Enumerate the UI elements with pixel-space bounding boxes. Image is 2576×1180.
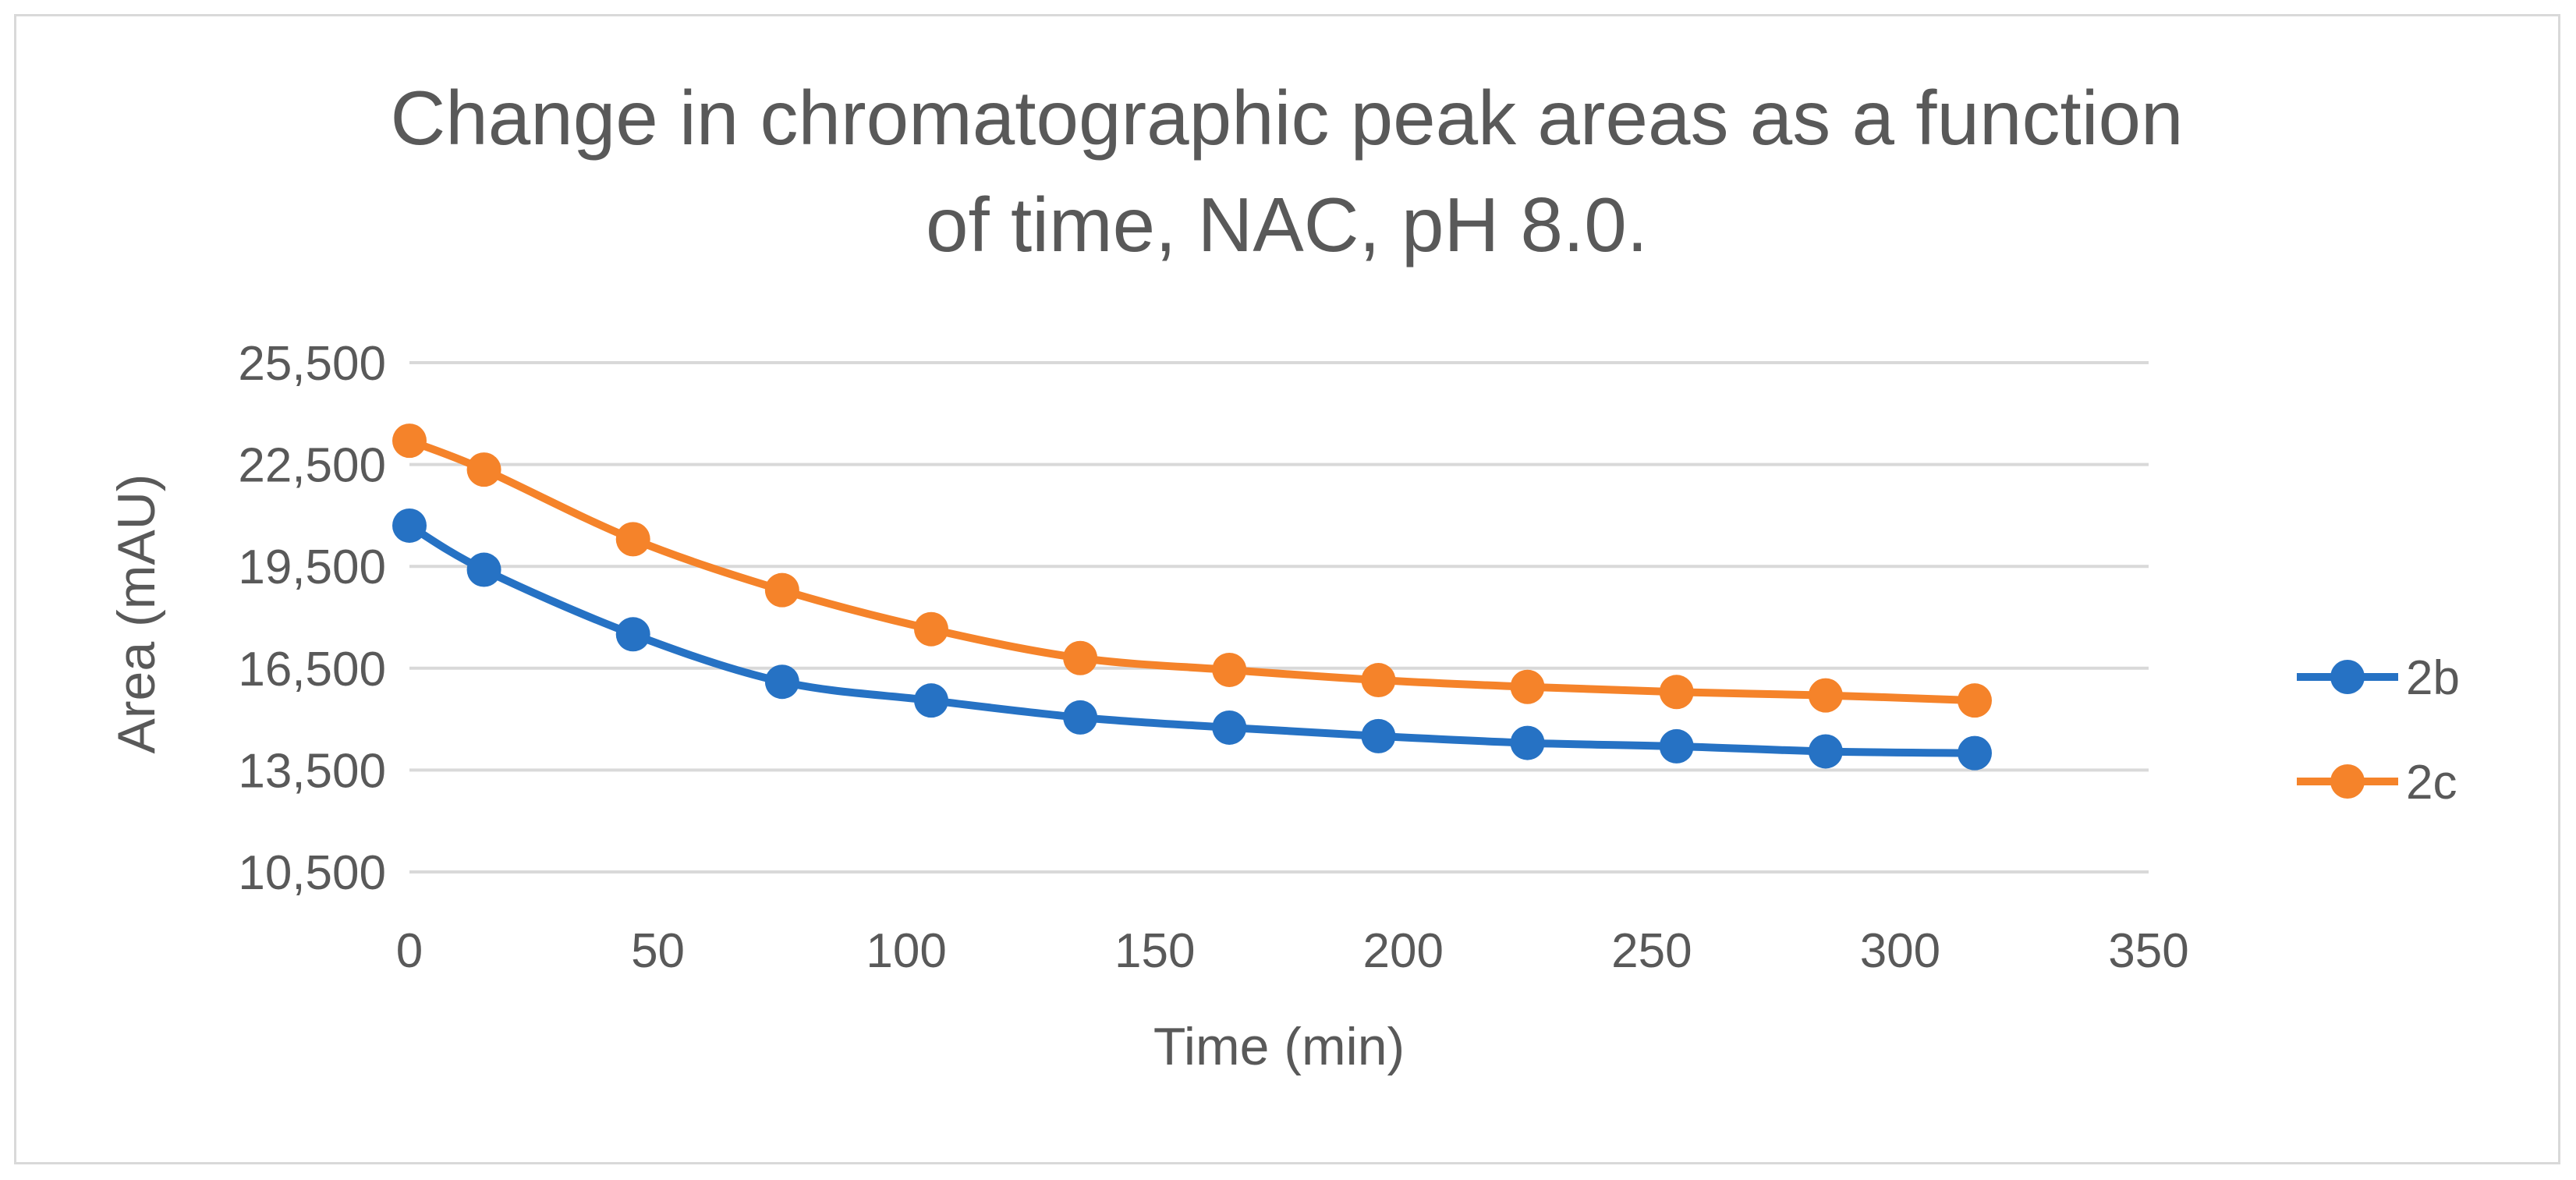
data-point-2c: [466, 452, 501, 487]
data-point-2c: [392, 423, 427, 459]
chart-frame: [14, 14, 2560, 1164]
data-point-2b: [615, 617, 650, 652]
x-tick-label: 0: [396, 924, 423, 978]
x-axis-title: Time (min): [1153, 1017, 1405, 1076]
data-point-2b: [466, 552, 501, 587]
data-point-2c: [1808, 678, 1843, 713]
legend-label-2b: 2b: [2406, 651, 2460, 705]
data-point-2c: [914, 611, 948, 647]
y-axis-title: Area (mAU): [107, 474, 166, 754]
y-tick-label: 22,500: [238, 439, 386, 493]
chart-title-line-2: of time, NAC, pH 8.0.: [926, 182, 1648, 268]
data-point-2c: [1212, 652, 1247, 687]
y-tick-label: 10,500: [238, 846, 386, 900]
y-tick-label: 25,500: [238, 337, 386, 391]
data-point-2b: [1659, 728, 1694, 764]
x-tick-label: 300: [1860, 924, 1940, 978]
legend: 2b 2c: [2297, 651, 2460, 810]
data-point-2c: [1510, 669, 1545, 704]
legend-marker-2b: [2330, 660, 2365, 694]
gridlines: [409, 361, 2149, 873]
chart-title-line-1: Change in chromatographic peak areas as …: [391, 75, 2184, 161]
data-point-2b: [914, 683, 948, 718]
series-lines: [406, 437, 1979, 757]
y-tick-label: 13,500: [238, 744, 386, 798]
legend-item-2c: 2c: [2297, 756, 2457, 810]
legend-label-2c: 2c: [2406, 756, 2457, 810]
x-tick-label: 250: [1611, 924, 1692, 978]
x-tick-label: 100: [866, 924, 946, 978]
data-point-2b: [764, 664, 799, 700]
x-tick-label: 200: [1363, 924, 1444, 978]
y-axis-ticks: 25,500 22,500 19,500 16,500 13,500 10,500: [238, 337, 386, 900]
y-tick-label: 16,500: [238, 643, 386, 696]
data-point-2b: [1063, 700, 1098, 735]
legend-item-2b: 2b: [2297, 651, 2460, 705]
data-point-2b: [1361, 718, 1396, 753]
data-point-2c: [1361, 663, 1396, 698]
series-line-2c: [406, 437, 1979, 705]
data-point-2c: [1063, 640, 1098, 675]
data-point-2c: [1958, 683, 1992, 718]
x-tick-label: 150: [1114, 924, 1195, 978]
data-point-2c: [615, 522, 650, 557]
data-point-2c: [764, 572, 799, 608]
x-tick-label: 350: [2108, 924, 2188, 978]
x-axis-ticks: 0 50 100 150 200 250 300 350: [396, 924, 2189, 978]
data-point-2c: [1659, 675, 1694, 710]
data-point-2b: [392, 508, 427, 543]
data-point-2b: [1808, 734, 1843, 769]
data-point-2b: [1212, 710, 1247, 745]
data-point-2b: [1958, 735, 1992, 771]
legend-marker-2c: [2330, 764, 2365, 799]
x-tick-label: 50: [631, 924, 685, 978]
y-tick-label: 19,500: [238, 540, 386, 594]
series-markers: [392, 423, 1992, 771]
data-point-2b: [1510, 725, 1545, 760]
